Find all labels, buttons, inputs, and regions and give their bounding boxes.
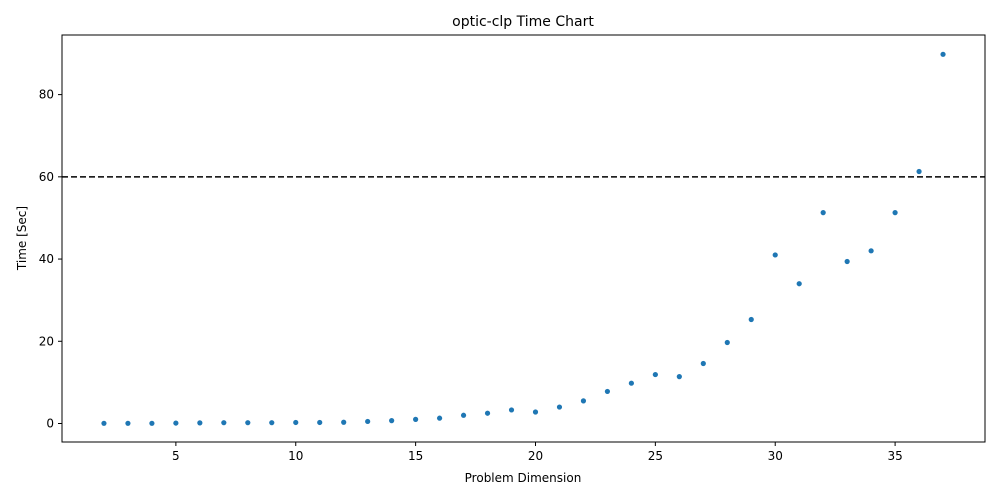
- data-point: [652, 371, 658, 378]
- chart-title: optic-clp Time Chart: [452, 14, 594, 30]
- data-point: [149, 420, 155, 426]
- data-point: [101, 420, 107, 426]
- data-point: [556, 404, 563, 410]
- y-tick-label: 20: [39, 334, 54, 348]
- x-axis-label: Problem Dimension: [465, 471, 582, 485]
- y-axis-label: Time [Sec]: [15, 206, 29, 271]
- data-point: [724, 339, 730, 346]
- data-point: [940, 51, 946, 57]
- data-point: [125, 420, 131, 426]
- x-axis-ticks: 5 10 15 20 25 30 35: [172, 442, 903, 463]
- x-tick-label: 10: [288, 449, 303, 463]
- x-tick-label: 15: [408, 449, 423, 463]
- y-tick-label: 80: [39, 88, 54, 102]
- data-point: [628, 380, 634, 386]
- data-point: [413, 416, 419, 422]
- data-point: [748, 316, 754, 323]
- data-point: [460, 412, 467, 418]
- data-point: [916, 168, 922, 175]
- data-point: [820, 210, 826, 216]
- y-tick-label: 40: [39, 252, 54, 266]
- data-point: [221, 420, 227, 426]
- data-point: [532, 409, 539, 415]
- data-point: [436, 415, 443, 421]
- data-point: [772, 252, 778, 258]
- data-point: [700, 360, 706, 367]
- x-tick-label: 5: [172, 449, 180, 463]
- x-tick-label: 30: [768, 449, 783, 463]
- x-tick-label: 25: [648, 449, 663, 463]
- data-point: [365, 418, 371, 425]
- data-point: [796, 281, 802, 287]
- data-point: [389, 418, 395, 424]
- x-tick-label: 35: [887, 449, 902, 463]
- data-point: [341, 419, 347, 425]
- data-point: [245, 420, 251, 426]
- data-point: [868, 248, 874, 254]
- data-point: [317, 419, 323, 426]
- data-point: [197, 420, 203, 426]
- data-point: [508, 407, 515, 413]
- x-tick-label: 20: [528, 449, 543, 463]
- data-point: [892, 210, 898, 216]
- y-tick-label: 0: [46, 417, 54, 431]
- data-point: [604, 388, 611, 395]
- data-points: [101, 51, 946, 426]
- data-point: [844, 258, 850, 265]
- y-axis-ticks: 0 20 40 60 80: [39, 88, 62, 431]
- y-tick-label: 60: [39, 170, 54, 184]
- data-point: [269, 420, 275, 426]
- data-point: [484, 410, 491, 416]
- data-point: [293, 419, 299, 426]
- data-point: [676, 374, 682, 380]
- data-point: [580, 398, 587, 404]
- data-point: [173, 420, 179, 426]
- plot-frame: [61, 34, 986, 443]
